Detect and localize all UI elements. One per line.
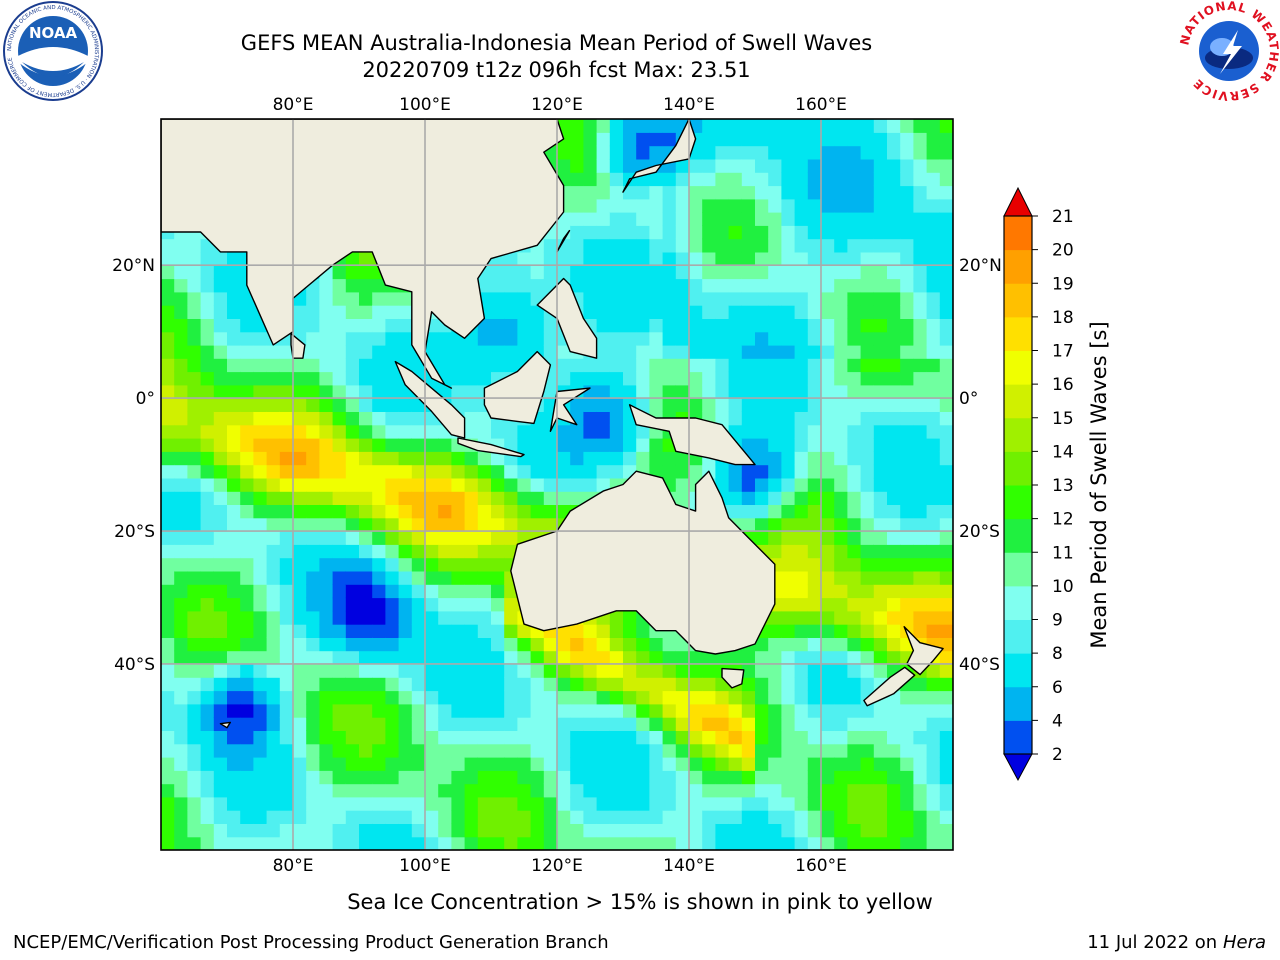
lon-label-bottom: 100°E (399, 856, 451, 876)
lat-label-left: 20°S (114, 522, 155, 542)
colorbar-segment (1004, 485, 1032, 520)
colorbar-segment (1004, 552, 1032, 587)
lat-label-left: 40°S (114, 655, 155, 675)
lon-label-bottom: 120°E (531, 856, 583, 876)
chart-title: GEFS MEAN Australia-Indonesia Mean Perio… (240, 31, 873, 55)
map-frame (160, 118, 954, 851)
colorbar-segment (1004, 283, 1032, 318)
run-date: 11 Jul 2022 on Hera (1087, 932, 1266, 953)
lat-label-right: 20°N (959, 256, 1002, 276)
colorbar-over-arrow (1003, 186, 1033, 217)
colorbar-tick-label: 21 (1052, 207, 1074, 227)
colorbar: 2 4 6 8 9 10 11 12 13 14 15 16 17 18 19 20 21 Mean Period… (1003, 186, 1111, 782)
run-date-text: 11 Jul 2022 on (1087, 932, 1223, 953)
lon-label-bottom: 140°E (663, 856, 715, 876)
colorbar-tick-label: 8 (1052, 644, 1063, 664)
machine-name: Hera (1222, 932, 1266, 953)
lon-label-top: 80°E (273, 95, 314, 115)
colorbar-segment (1004, 619, 1032, 654)
lat-label-right: 40°S (959, 655, 1000, 675)
colorbar-segment (1004, 384, 1032, 419)
axis-labels: 80°E 80°E 100°E 100°E 120°E 120°E 140°E 140°E 16… (112, 95, 1002, 876)
colorbar-tick-label: 14 (1052, 442, 1074, 462)
sea-ice-note: Sea Ice Concentration > 15% is shown in … (347, 890, 933, 914)
colorbar-tick-label: 12 (1052, 510, 1074, 530)
colorbar-tick-label: 6 (1052, 678, 1063, 698)
producer-credit: NCEP/EMC/Verification Post Processing Pr… (13, 932, 609, 953)
colorbar-segment (1004, 518, 1032, 553)
graticule (161, 119, 953, 850)
lon-label-bottom: 160°E (795, 856, 847, 876)
colorbar-segment (1004, 350, 1032, 385)
lon-label-top: 100°E (399, 95, 451, 115)
colorbar-tick-label: 11 (1052, 543, 1074, 563)
lat-label-left: 0° (136, 389, 155, 409)
colorbar-segment (1004, 720, 1032, 755)
colorbar-segment (1004, 216, 1032, 251)
colorbar-segment (1004, 686, 1032, 721)
colorbar-tick-label: 19 (1052, 274, 1074, 294)
colorbar-tick-label: 4 (1052, 711, 1063, 731)
land-masses (161, 119, 944, 729)
colorbar-tick-label: 9 (1052, 611, 1063, 631)
lon-label-top: 160°E (795, 95, 847, 115)
lat-label-right: 20°S (959, 522, 1000, 542)
colorbar-label: Mean Period of Swell Waves [s] (1087, 321, 1111, 648)
colorbar-segment (1004, 653, 1032, 688)
lon-label-top: 120°E (531, 95, 583, 115)
colorbar-segment (1004, 585, 1032, 620)
colorbar-segment (1004, 451, 1032, 486)
noaa-logo-icon: NATIONAL OCEANIC AND ATMOSPHERIC ADMINIS… (3, 1, 103, 101)
colorbar-segment (1004, 316, 1032, 351)
colorbar-under-arrow (1003, 753, 1033, 782)
lat-label-left: 20°N (112, 256, 155, 276)
colorbar-tick-label: 15 (1052, 409, 1074, 429)
nws-logo-icon: NATIONAL WEATHER SERVICE (1178, 0, 1280, 102)
noaa-logo-text: NOAA (29, 24, 78, 42)
colorbar-tick-label: 20 (1052, 241, 1074, 261)
lon-label-bottom: 80°E (273, 856, 314, 876)
colorbar-tick-label: 10 (1052, 577, 1074, 597)
colorbar-tick-label: 2 (1052, 745, 1063, 765)
lat-label-right: 0° (959, 389, 978, 409)
colorbar-tick-label: 18 (1052, 308, 1074, 328)
chart-subtitle: 20220709 t12z 096h fcst Max: 23.51 (362, 58, 751, 82)
colorbar-tick-label: 17 (1052, 342, 1074, 362)
colorbar-segment (1004, 417, 1032, 452)
colorbar-tick-label: 16 (1052, 375, 1074, 395)
colorbar-tick-label: 13 (1052, 476, 1074, 496)
lon-label-top: 140°E (663, 95, 715, 115)
colorbar-segment (1004, 249, 1032, 284)
